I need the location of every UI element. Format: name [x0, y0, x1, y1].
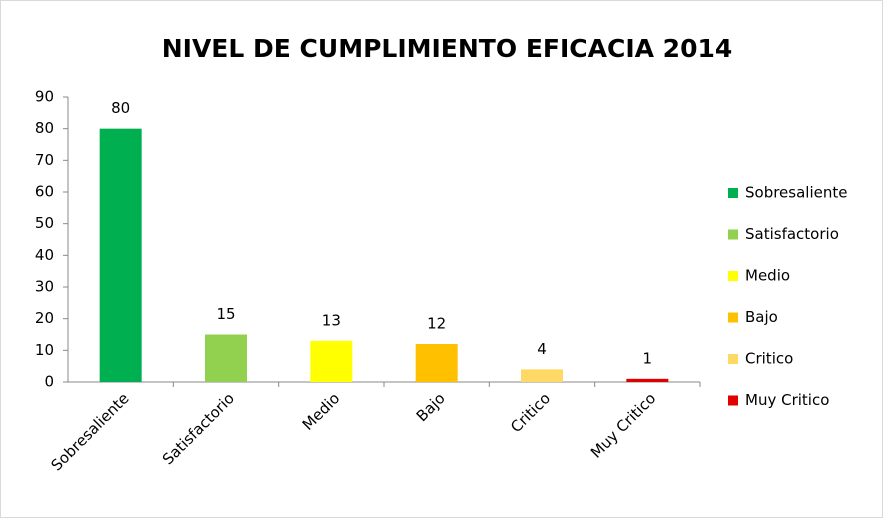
- legend-swatch: [728, 229, 738, 240]
- legend-label: Muy Critico: [745, 391, 829, 409]
- legend-label: Satisfactorio: [745, 225, 839, 243]
- y-tick-label: 70: [35, 151, 54, 169]
- legend-label: Bajo: [745, 308, 778, 326]
- data-label: 13: [322, 311, 341, 329]
- bar: [205, 334, 247, 382]
- legend-swatch: [728, 395, 738, 406]
- legend-label: Medio: [745, 267, 790, 285]
- bar: [521, 369, 563, 382]
- y-tick-label: 40: [35, 246, 54, 264]
- bar: [626, 378, 669, 382]
- data-label: 12: [427, 315, 446, 333]
- legend-swatch: [728, 188, 738, 198]
- data-label: 1: [643, 349, 653, 367]
- legend-label: Sobresaliente: [745, 184, 847, 202]
- data-label: 80: [111, 99, 130, 117]
- y-tick-label: 80: [35, 119, 54, 137]
- y-tick-label: 60: [35, 183, 54, 201]
- legend-swatch: [728, 312, 738, 323]
- y-tick-label: 0: [44, 373, 54, 391]
- bar: [415, 344, 458, 382]
- chart-title: NIVEL DE CUMPLIMIENTO EFICACIA 2014: [162, 34, 733, 63]
- legend-swatch: [728, 354, 738, 364]
- y-tick-label: 10: [35, 341, 54, 359]
- data-label: 4: [537, 340, 547, 358]
- data-label: 15: [216, 305, 235, 323]
- y-tick-label: 90: [35, 88, 54, 106]
- bar: [310, 340, 353, 382]
- y-tick-label: 50: [35, 214, 54, 232]
- y-tick-label: 20: [35, 309, 54, 327]
- bar: [99, 128, 142, 382]
- y-tick-label: 30: [35, 278, 54, 296]
- legend-label: Critico: [745, 350, 793, 368]
- legend-swatch: [728, 271, 738, 281]
